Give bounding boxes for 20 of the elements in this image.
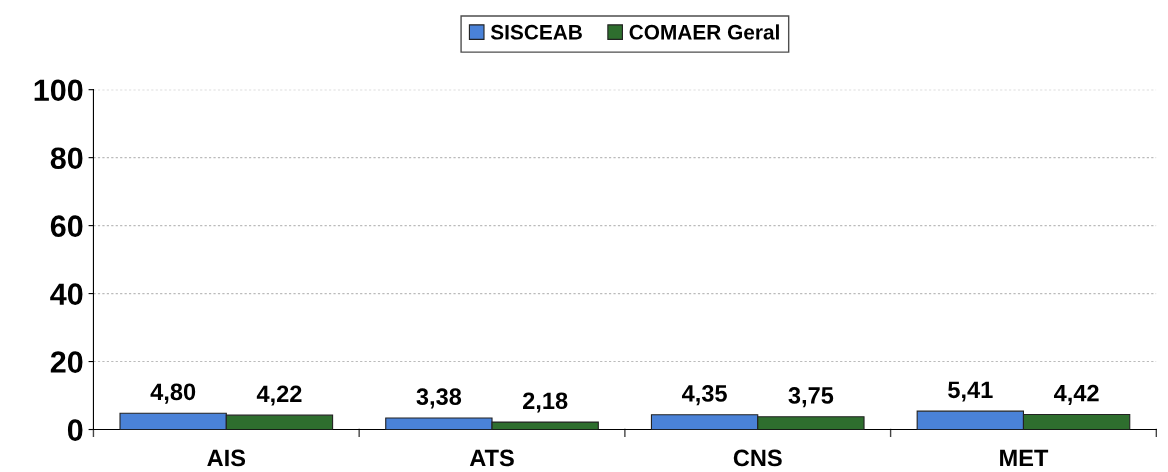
y-tick-label: 20 bbox=[50, 351, 83, 373]
y-tick-label: 60 bbox=[50, 215, 83, 237]
y-tick-label: 100 bbox=[34, 79, 83, 102]
data-label: 4,35 bbox=[681, 385, 727, 406]
data-label: 2,18 bbox=[523, 392, 568, 413]
data-label: 4,80 bbox=[150, 383, 196, 404]
data-label: 5,41 bbox=[948, 381, 993, 402]
legend-label: COMAER Geral bbox=[629, 24, 779, 40]
y-tick-label: 80 bbox=[50, 147, 83, 170]
x-tick-label: CNS bbox=[733, 449, 782, 467]
legend-label: SISCEAB bbox=[490, 24, 582, 40]
x-tick-label: MET bbox=[1000, 449, 1049, 467]
y-tick-label: 40 bbox=[50, 283, 83, 305]
x-tick-label: AIS bbox=[207, 449, 246, 467]
data-label: 3,75 bbox=[788, 387, 834, 408]
y-tick-label: 0 bbox=[67, 419, 83, 441]
data-label: 4,42 bbox=[1053, 384, 1099, 405]
data-label: 3,38 bbox=[416, 388, 462, 409]
data-label: 4,22 bbox=[256, 385, 302, 406]
x-tick-label: ATS bbox=[469, 449, 514, 467]
